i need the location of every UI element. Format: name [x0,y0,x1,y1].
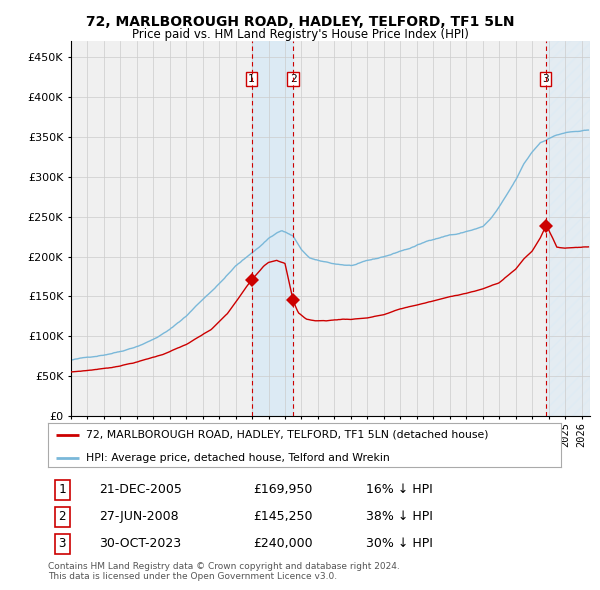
Bar [251,41,293,416]
Text: HPI: Average price, detached house, Telford and Wrekin: HPI: Average price, detached house, Telf… [86,453,390,463]
Text: 2: 2 [290,74,296,84]
Text: £169,950: £169,950 [253,483,313,496]
Text: 16% ↓ HPI: 16% ↓ HPI [366,483,433,496]
Text: Contains HM Land Registry data © Crown copyright and database right 2024.: Contains HM Land Registry data © Crown c… [48,562,400,571]
Text: This data is licensed under the Open Government Licence v3.0.: This data is licensed under the Open Gov… [48,572,337,581]
Text: 72, MARLBOROUGH ROAD, HADLEY, TELFORD, TF1 5LN (detached house): 72, MARLBOROUGH ROAD, HADLEY, TELFORD, T… [86,430,489,440]
Text: 1: 1 [59,483,66,496]
Text: 38% ↓ HPI: 38% ↓ HPI [366,510,433,523]
Text: 3: 3 [59,537,66,550]
Text: 21-DEC-2005: 21-DEC-2005 [100,483,182,496]
Text: £145,250: £145,250 [253,510,313,523]
Bar [546,41,590,416]
Text: £240,000: £240,000 [253,537,313,550]
Text: 27-JUN-2008: 27-JUN-2008 [100,510,179,523]
Text: 2: 2 [59,510,66,523]
Text: 1: 1 [248,74,255,84]
Text: 30% ↓ HPI: 30% ↓ HPI [366,537,433,550]
Text: 30-OCT-2023: 30-OCT-2023 [100,537,181,550]
Text: Price paid vs. HM Land Registry's House Price Index (HPI): Price paid vs. HM Land Registry's House … [131,28,469,41]
Text: 3: 3 [542,74,549,84]
Text: 72, MARLBOROUGH ROAD, HADLEY, TELFORD, TF1 5LN: 72, MARLBOROUGH ROAD, HADLEY, TELFORD, T… [86,15,514,29]
